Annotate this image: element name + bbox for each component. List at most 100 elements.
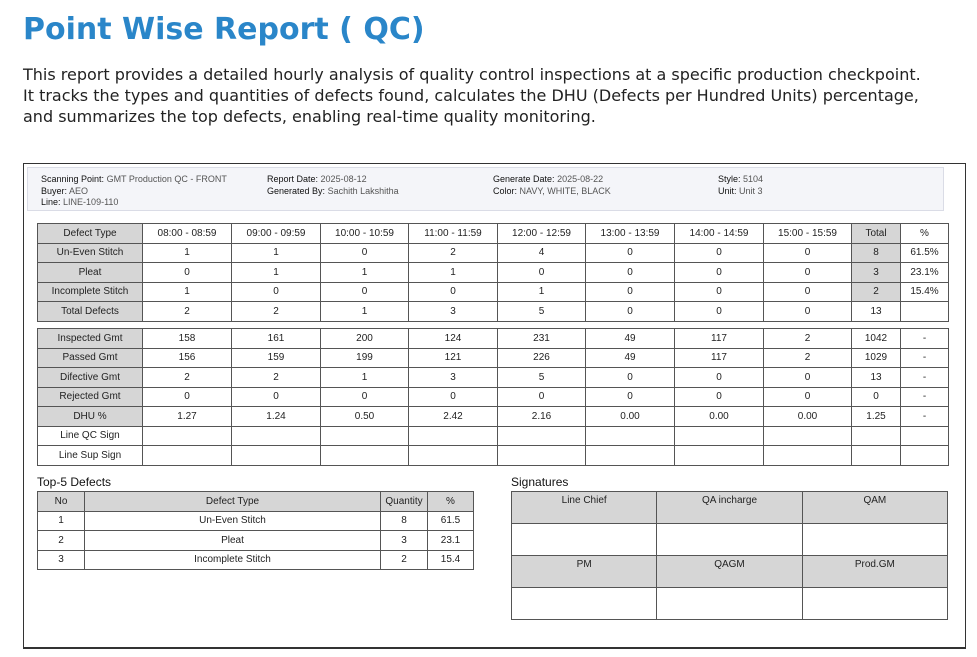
summary-value-cell: 0.00 (763, 406, 852, 427)
summary-value-cell (408, 425, 498, 446)
summary-value-cell (142, 425, 232, 446)
column-header-11-00-11-59: 11:00 - 11:59 (408, 223, 498, 244)
scanning-point-value: GMT Production QC - FRONT (106, 174, 227, 184)
info-column-4: Style: 5104 Unit: Unit 3 (718, 174, 763, 197)
summary-value-cell: - (900, 367, 949, 388)
summary-value-cell: 2.42 (408, 406, 498, 427)
summary-value-cell (674, 445, 764, 466)
signatures-table: Line Chief QA incharge QAM PM QAGM Prod.GM (510, 491, 949, 620)
defect-count-cell: 0 (585, 262, 675, 283)
summary-value-cell (851, 425, 901, 446)
summary-label: Difective Gmt (37, 367, 143, 388)
defect-total-cell: 3 (851, 262, 901, 283)
info-column-1: Scanning Point: GMT Production QC - FRON… (41, 174, 227, 209)
column-header-10-00-10-59: 10:00 - 10:59 (320, 223, 409, 244)
signature-space-cell[interactable] (510, 587, 658, 620)
defect-type-label: Total Defects (37, 301, 143, 322)
top5-no-cell: 1 (37, 510, 85, 531)
defect-count-cell: 2 (142, 301, 232, 322)
defect-total-cell: 13 (851, 301, 901, 322)
summary-value-cell: 200 (320, 328, 409, 349)
column-header-08-00-08-59: 08:00 - 08:59 (142, 223, 232, 244)
summary-row-line-sup-sign: Line Sup Sign (37, 445, 949, 466)
summary-row-inspected-gmt: Inspected Gmt 158 161 200 124 231 49 117 2 1042- (37, 328, 949, 349)
summary-value-cell: 1 (320, 367, 409, 388)
defect-count-cell: 1 (142, 242, 232, 263)
color-label: Color: (493, 185, 518, 196)
signature-label-row: PM QAGM Prod.GM (510, 555, 949, 588)
defect-type-label: Incomplete Stitch (37, 281, 143, 302)
signature-label-row: Line Chief QA incharge QAM (510, 491, 949, 524)
signature-label-pm: PM (510, 555, 658, 588)
report-date-label: Report Date: (267, 174, 319, 184)
top5-row: 1 Un-Even Stitch 8 61.5 (37, 510, 474, 531)
summary-value-cell: 0 (674, 386, 764, 407)
summary-row-rejected-gmt: Rejected Gmt 0 0 0 0 0 0 0 0 0- (37, 386, 949, 407)
summary-value-cell (851, 445, 901, 466)
defect-count-cell: 0 (763, 242, 852, 263)
defect-count-cell: 1 (320, 301, 409, 322)
signature-space-cell[interactable] (801, 587, 949, 620)
summary-value-cell: 0.00 (585, 406, 675, 427)
top5-defects-table: No Defect Type Quantity% 1 Un-Even Stitch 8 61… (37, 491, 474, 570)
summary-value-cell (674, 425, 764, 446)
defect-count-cell: 1 (231, 242, 321, 263)
summary-value-cell: 2 (142, 367, 232, 388)
top5-header-defect-type: Defect Type (84, 491, 381, 512)
summary-value-cell: 199 (320, 347, 409, 368)
top5-no-cell: 3 (37, 549, 85, 570)
summary-label: Inspected Gmt (37, 328, 143, 349)
summary-value-cell (497, 445, 586, 466)
summary-table: Inspected Gmt 158 161 200 124 231 49 117 2 1042- P… (37, 328, 949, 466)
top5-quantity-cell: 2 (380, 549, 428, 570)
buyer-label: Buyer: (41, 185, 68, 196)
page-description: This report provides a detailed hourly a… (23, 65, 921, 126)
summary-row-line-qc-sign: Line QC Sign (37, 425, 949, 446)
summary-value-cell: 0.00 (674, 406, 764, 427)
generated-by-value: Sachith Lakshitha (327, 185, 399, 196)
summary-value-cell: 49 (585, 328, 675, 349)
signature-space-row (510, 587, 949, 620)
summary-value-cell: 117 (674, 347, 764, 368)
signature-space-cell[interactable] (801, 523, 949, 556)
line-value: LINE-109-110 (63, 197, 119, 207)
signature-space-cell[interactable] (656, 523, 803, 556)
report-info-header: Scanning Point: GMT Production QC - FRON… (27, 167, 944, 211)
summary-value-cell: 117 (674, 328, 764, 349)
defect-count-cell: 0 (763, 301, 852, 322)
summary-value-cell: 2 (231, 367, 321, 388)
summary-value-cell (320, 445, 409, 466)
defect-count-cell: 1 (408, 262, 498, 283)
summary-value-cell: - (900, 386, 949, 407)
summary-value-cell: 49 (585, 347, 675, 368)
summary-value-cell: 0 (674, 367, 764, 388)
defect-count-cell: 0 (231, 281, 321, 302)
defect-percent-cell: 15.4% (900, 281, 949, 302)
defect-count-cell: 0 (763, 281, 852, 302)
summary-value-cell: 1029 (851, 347, 901, 368)
summary-row-passed-gmt: Passed Gmt 156 159 199 121 226 49 117 2 1029- (37, 347, 949, 368)
summary-value-cell (585, 425, 675, 446)
summary-value-cell (763, 445, 852, 466)
defect-row-pleat: Pleat 0 1 1 1 0 0 0 0 3 23.1% (37, 262, 949, 283)
summary-value-cell: 1.24 (231, 406, 321, 427)
summary-row-difective-gmt: Difective Gmt 2 2 1 3 5 0 0 0 13- (37, 367, 949, 388)
style-label: Style: (718, 174, 741, 184)
signature-space-cell[interactable] (656, 587, 803, 620)
defect-count-cell: 2 (231, 301, 321, 322)
summary-label: Line QC Sign (37, 425, 143, 446)
summary-value-cell: 0 (763, 386, 852, 407)
column-header-09-00-09-59: 09:00 - 09:59 (231, 223, 321, 244)
summary-value-cell: 1.27 (142, 406, 232, 427)
defect-count-cell: 1 (320, 262, 409, 283)
summary-value-cell: 1.25 (851, 406, 901, 427)
top5-row: 3 Incomplete Stitch 2 15.4 (37, 549, 474, 570)
summary-value-cell: 0 (231, 386, 321, 407)
color-value: NAVY, WHITE, BLACK (519, 185, 611, 196)
defect-percent-cell: 23.1% (900, 262, 949, 283)
unit-value: Unit 3 (739, 185, 763, 196)
summary-value-cell (497, 425, 586, 446)
top5-percent-cell: 15.4 (427, 549, 474, 570)
defect-count-cell: 3 (408, 301, 498, 322)
signature-space-cell[interactable] (510, 523, 658, 556)
